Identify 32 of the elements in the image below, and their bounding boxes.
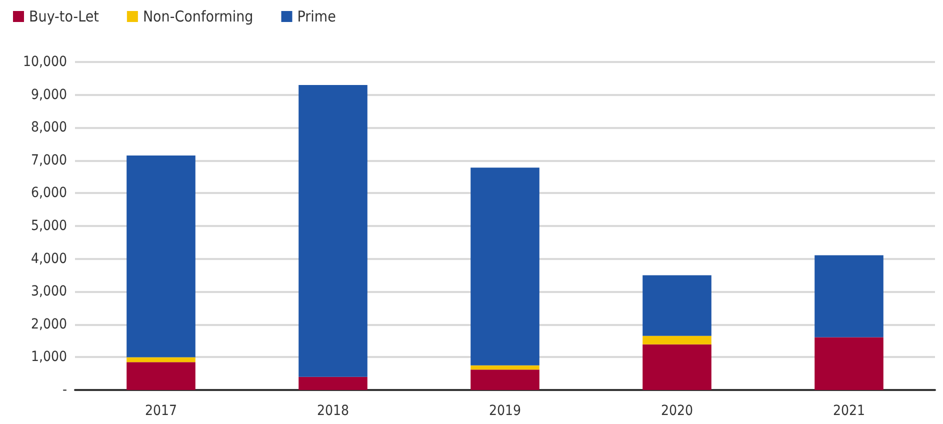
y-tick-label: 5,000 bbox=[30, 218, 67, 234]
x-tick-label: 2020 bbox=[660, 403, 694, 419]
x-tick-label: 2018 bbox=[316, 403, 350, 419]
x-tick-label: 2019 bbox=[488, 403, 522, 419]
y-tick-label: 3,000 bbox=[30, 284, 67, 300]
bar bbox=[470, 370, 540, 390]
bar bbox=[126, 155, 196, 358]
y-tick-label: 2,000 bbox=[30, 316, 67, 332]
y-tick-label: 4,000 bbox=[30, 250, 67, 267]
bar bbox=[126, 362, 196, 390]
y-tick-label: 1,000 bbox=[30, 349, 67, 366]
bar bbox=[470, 365, 540, 370]
y-tick-label: 6,000 bbox=[30, 185, 67, 202]
y-tick-label: 10,000 bbox=[22, 54, 67, 70]
bar bbox=[642, 344, 712, 390]
bar bbox=[470, 168, 540, 366]
bar bbox=[814, 255, 884, 338]
legend-label: Buy-to-Let bbox=[29, 8, 99, 26]
legend-label: Non-Conforming bbox=[142, 8, 254, 26]
bar bbox=[126, 357, 196, 362]
x-tick-label: 2017 bbox=[144, 403, 178, 419]
bar bbox=[298, 376, 368, 390]
x-tick-label: 2021 bbox=[832, 403, 866, 419]
bar bbox=[298, 84, 368, 377]
y-tick-label: 8,000 bbox=[30, 120, 67, 136]
y-tick-label: - bbox=[62, 382, 67, 398]
bar bbox=[814, 337, 884, 390]
bar bbox=[642, 275, 712, 336]
legend-label: Prime bbox=[297, 8, 336, 26]
y-tick-label: 9,000 bbox=[30, 86, 67, 103]
bar bbox=[642, 336, 712, 344]
y-tick-label: 7,000 bbox=[30, 152, 67, 168]
